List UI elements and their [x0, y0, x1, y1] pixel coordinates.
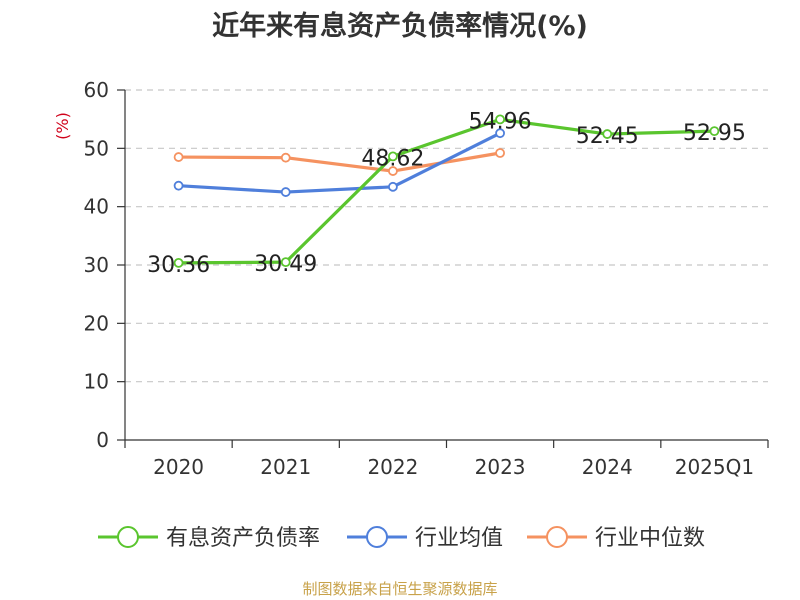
x-tick-label-2023: 2023: [475, 455, 526, 479]
data-label-4: 52.45: [576, 124, 639, 149]
data-point-2-1: [280, 152, 291, 163]
legend-item-2: 行业中位数: [527, 526, 705, 551]
data-point-1-0: [173, 180, 184, 191]
data-point-2-0: [173, 152, 184, 162]
y-axis-label: (%): [53, 112, 72, 140]
legend-label-0: 有息资产负债率: [166, 526, 320, 551]
y-tick-label-60: 60: [84, 78, 109, 102]
axes: (%): [53, 89, 769, 448]
data-point-1-2: [388, 181, 398, 192]
chart-title: 近年来有息资产负债率情况(%): [212, 11, 588, 42]
data-point-0-5: [709, 126, 720, 137]
data-labels: 30.36 30.49 48.62 54.96 52.45 52.95: [147, 109, 746, 278]
y-tick-label-20: 20: [84, 311, 109, 335]
data-label-2: 48.62: [361, 146, 424, 171]
x-tick-label-2020: 2020: [153, 455, 204, 479]
legend-label-1: 行业均值: [415, 526, 503, 551]
y-tick-labels: 0 10 20 30 40 50 60: [84, 78, 109, 452]
data-point-0-3: [495, 114, 505, 125]
data-point-0-1: [280, 257, 291, 268]
data-point-1-3: [495, 128, 505, 139]
y-tick-label-50: 50: [84, 136, 109, 160]
data-point-2-3: [495, 148, 505, 158]
series-line-1: [178, 131, 501, 194]
legend-swatch-marker-1: [366, 526, 388, 548]
data-point-0-4: [602, 129, 613, 139]
source-note: 制图数据来自恒生聚源数据库: [302, 580, 498, 598]
series-lines: [173, 114, 720, 268]
x-tick-label-2024: 2024: [582, 455, 633, 479]
y-tick-label-10: 10: [84, 370, 109, 394]
data-point-0-0: [173, 257, 184, 268]
grid-lines: [125, 89, 768, 383]
legend: 有息资产负债率 行业均值 行业中位数: [98, 526, 705, 551]
data-label-5: 52.95: [683, 121, 746, 146]
legend-label-2: 行业中位数: [595, 526, 705, 551]
series-line-0: [178, 117, 715, 265]
data-point-1-1: [280, 187, 291, 197]
x-tick-label-2025Q1: 2025Q1: [675, 455, 754, 479]
legend-swatch-marker-2: [546, 526, 568, 548]
series-line-2: [178, 151, 501, 173]
data-label-1: 30.49: [254, 252, 317, 277]
legend-item-1: 行业均值: [347, 526, 503, 551]
y-tick-label-30: 30: [84, 253, 109, 277]
legend-item-0: 有息资产负债率: [98, 526, 320, 551]
data-point-0-2: [388, 151, 398, 162]
data-label-3: 54.96: [469, 109, 532, 134]
legend-swatch-marker-0: [117, 526, 139, 548]
y-tick-label-40: 40: [84, 195, 109, 219]
x-tick-label-2022: 2022: [367, 455, 418, 479]
y-tick-label-0: 0: [96, 428, 109, 452]
x-tick-label-2021: 2021: [260, 455, 311, 479]
x-tick-labels: 2020 2021 2022 2023 2024 2025Q1: [153, 455, 754, 479]
data-label-0: 30.36: [147, 253, 210, 278]
data-point-2-2: [388, 166, 398, 176]
